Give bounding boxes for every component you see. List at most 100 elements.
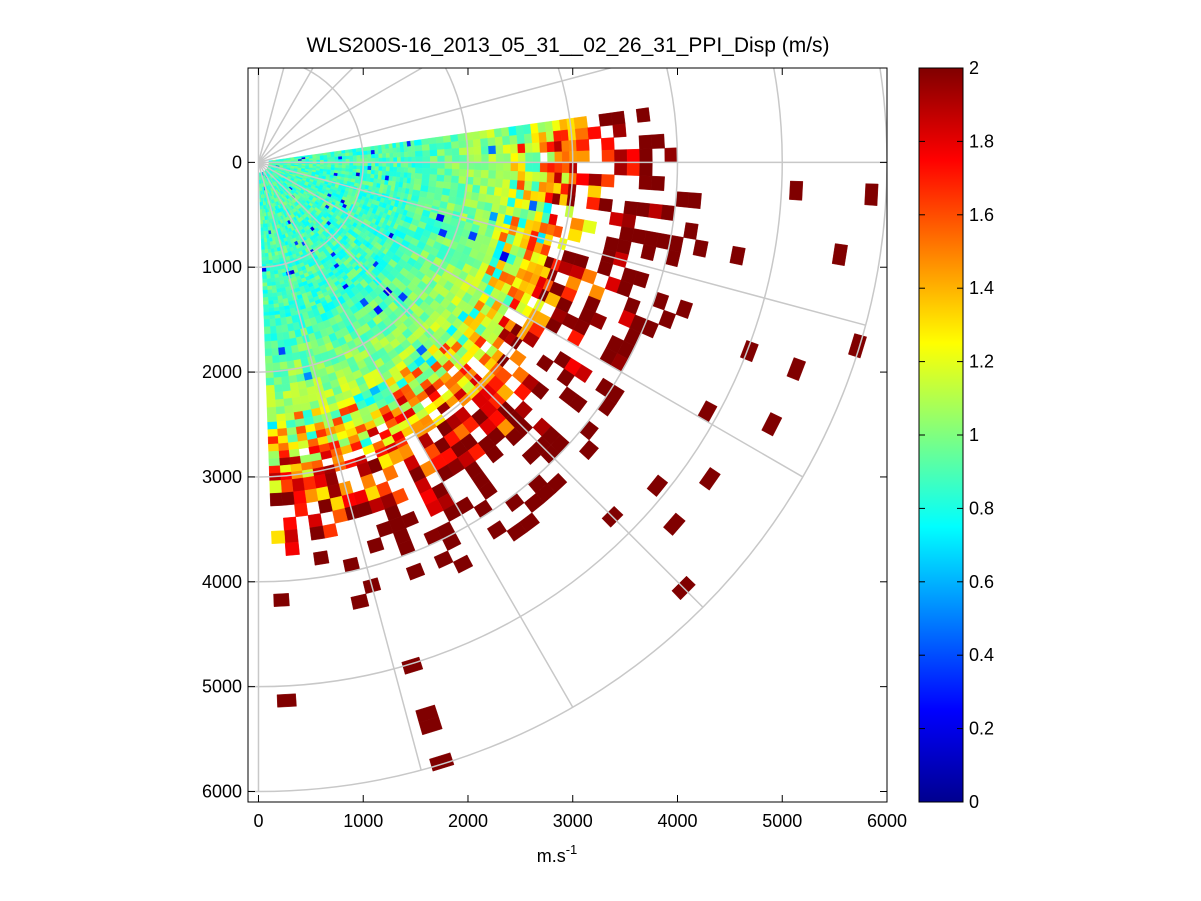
ppi-cell	[284, 541, 300, 556]
ppi-cell	[267, 300, 274, 305]
ppi-cell	[276, 693, 297, 708]
ppi-cell	[261, 267, 267, 273]
ppi-cell	[279, 361, 288, 371]
ppi-cell	[418, 716, 443, 736]
ppi-cell	[442, 135, 452, 144]
ppi-cell	[444, 168, 453, 177]
ppi-cell	[371, 166, 376, 171]
ppi-cell	[574, 127, 589, 141]
ppi-cell	[274, 391, 284, 401]
ppi-cell	[284, 412, 295, 422]
ppi-cell	[458, 176, 467, 185]
ppi-cell	[273, 593, 290, 607]
ppi-cell	[259, 205, 263, 210]
ppi-cell	[567, 228, 583, 243]
ppi-cell	[486, 520, 508, 540]
ppi-cell	[568, 393, 588, 414]
ppi-cell	[269, 266, 274, 272]
ppi-cell	[610, 110, 626, 126]
ppi-cell	[275, 406, 286, 415]
ppi-cell	[262, 282, 268, 287]
ppi-cell	[587, 185, 602, 199]
ppi-cell	[326, 154, 332, 158]
polar-spoke	[257, 68, 354, 163]
ppi-cell	[381, 148, 387, 154]
ppi-cell	[488, 153, 497, 163]
ppi-cell	[363, 154, 369, 159]
ppi-cell	[561, 140, 570, 153]
y-tick-label: 2000	[202, 362, 242, 382]
ppi-cell	[429, 143, 438, 151]
ppi-cell	[297, 439, 309, 450]
ppi-cell	[315, 486, 331, 502]
ppi-cell	[269, 325, 277, 335]
ppi-cell	[404, 151, 409, 158]
ppi-cell	[389, 152, 394, 159]
ppi-cell	[264, 348, 273, 357]
ppi-cell	[267, 289, 273, 294]
ppi-cell	[349, 165, 354, 170]
x-tick-label: 3000	[553, 811, 593, 831]
ppi-cell	[471, 131, 481, 141]
ppi-cell	[502, 170, 512, 181]
ppi-cell	[382, 166, 387, 172]
ppi-cell	[614, 162, 628, 176]
ppi-cell	[263, 326, 271, 335]
polar-spoke	[257, 162, 422, 771]
ppi-cell	[638, 134, 653, 150]
ppi-cell	[635, 107, 651, 123]
ppi-cell	[575, 173, 590, 186]
x-tick-label: 4000	[657, 811, 697, 831]
ppi-cell	[374, 166, 380, 172]
ppi-cell	[436, 168, 446, 176]
ppi-cell	[262, 278, 268, 284]
x-axis: 0 1000 2000 3000 4000 5000 6000	[253, 68, 907, 831]
polar-spoke	[258, 161, 866, 326]
ppi-cell	[485, 444, 504, 464]
ppi-cell	[451, 168, 460, 177]
ppi-cell	[516, 180, 526, 191]
ppi-cell	[575, 139, 590, 152]
ppi-cell	[363, 169, 368, 175]
ppi-cell	[264, 355, 273, 364]
y-tick-label: 6000	[202, 782, 242, 802]
ppi-cell	[561, 172, 570, 185]
polar-grid	[248, 68, 887, 793]
ppi-cell	[407, 156, 413, 163]
colorbar-tick-label: 1.6	[969, 205, 994, 225]
ppi-cell	[281, 324, 289, 333]
ppi-cell	[348, 148, 354, 154]
colorbar-tick-label: 1.2	[969, 352, 994, 372]
ppi-cell	[261, 249, 266, 254]
ppi-cell	[674, 191, 690, 208]
ppi-cell	[436, 174, 445, 183]
ppi-cell	[522, 331, 540, 348]
ppi-cell	[260, 234, 265, 240]
ppi-cell	[626, 162, 641, 176]
ppi-cell	[348, 168, 354, 173]
ppi-cell	[600, 174, 615, 188]
ppi-cell	[381, 170, 387, 176]
ppi-cell	[263, 311, 270, 317]
ppi-cell	[352, 168, 357, 173]
ppi-cell	[264, 256, 270, 261]
ppi-cell	[283, 405, 294, 414]
ppi-cell	[493, 127, 503, 138]
ppi-cell	[396, 147, 401, 153]
ppi-cell	[266, 399, 276, 408]
ppi-cell	[675, 299, 694, 319]
ppi-cell	[663, 512, 686, 536]
ppi-cell	[525, 162, 534, 173]
ppi-cell	[422, 156, 431, 163]
ppi-cell	[531, 181, 540, 193]
ppi-cell	[385, 148, 390, 154]
ppi-cell	[316, 157, 321, 161]
ppi-cell	[378, 153, 383, 159]
ppi-cell	[277, 442, 289, 452]
ppi-cell	[658, 309, 677, 330]
x-tick-label: 0	[253, 811, 263, 831]
ppi-cell	[352, 151, 357, 157]
ppi-cell	[457, 133, 467, 142]
ppi-cell	[421, 173, 431, 181]
ppi-cell	[266, 282, 272, 287]
